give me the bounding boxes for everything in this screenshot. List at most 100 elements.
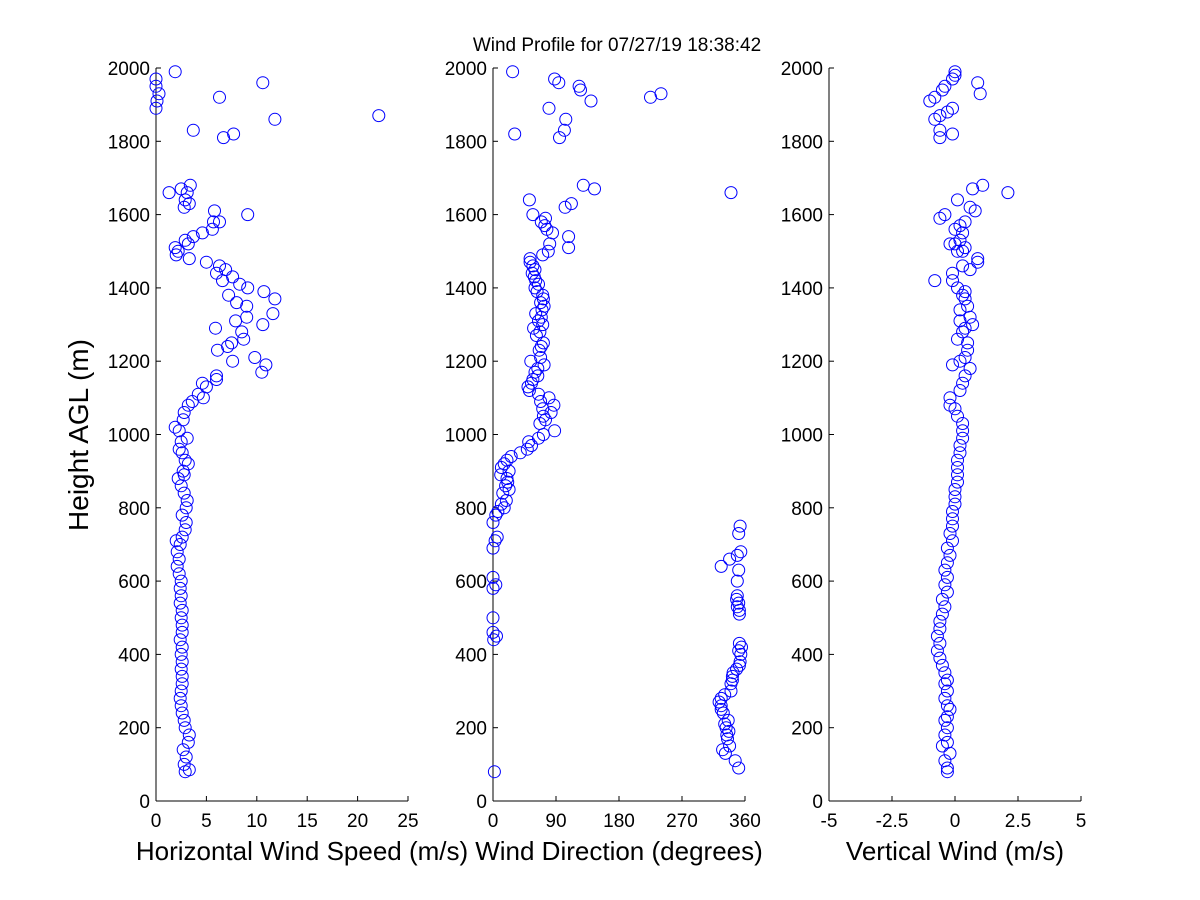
direction-y-tick-label: 0 [476, 792, 487, 813]
speed-data-point [181, 398, 195, 412]
speed-data-point [240, 299, 254, 313]
vertical-data-point [958, 369, 972, 383]
vertical-data-point [938, 691, 952, 705]
vertical-data-point [940, 699, 954, 713]
vertical-data-point [938, 600, 952, 614]
figure-title: Wind Profile for 07/27/19 18:38:42 [473, 35, 761, 56]
speed-data-point [176, 464, 190, 478]
vertical-data-point [938, 728, 952, 742]
direction-data-point [500, 453, 514, 467]
vertical-data-point [948, 497, 962, 511]
vertical-y-tick-label: 1600 [781, 206, 823, 227]
speed-data-point [180, 431, 194, 445]
direction-y-tick-label: 600 [455, 572, 487, 593]
vertical-data-point [943, 398, 957, 412]
direction-y-tick-label: 1600 [445, 206, 487, 227]
direction-data-point [529, 307, 543, 321]
speed-data-point [179, 750, 193, 764]
speed-data-point [213, 90, 226, 104]
vertical-data-point [940, 721, 954, 735]
vertical-data-point [1001, 186, 1015, 200]
direction-data-point [536, 318, 550, 332]
vertical-data-point [943, 237, 957, 251]
direction-data-point [531, 369, 545, 383]
speed-data-point [195, 376, 209, 390]
vertical-data-point [966, 182, 980, 196]
direction-data-point [732, 636, 746, 650]
vertical-data-point [938, 208, 952, 222]
direction-x-tick-label: 90 [545, 811, 566, 832]
speed-data-point [255, 365, 269, 379]
vertical-data-point [963, 362, 977, 375]
vertical-data-point [935, 83, 949, 97]
direction-y-tick-label: 1800 [445, 132, 487, 153]
direction-data-point [534, 395, 548, 408]
speed-data-point [266, 307, 280, 321]
speed-data-point [174, 684, 188, 698]
vertical-data-point [940, 735, 954, 749]
speed-data-point [149, 79, 163, 93]
vertical-data-point [956, 259, 970, 273]
direction-data-point [533, 325, 547, 339]
speed-x-tick-label: 5 [201, 811, 212, 832]
vertical-data-point [951, 468, 964, 482]
direction-data-point [728, 754, 742, 768]
direction-data-point [487, 765, 501, 779]
direction-data-point [548, 424, 562, 438]
direction-data-point [497, 457, 511, 471]
speed-data-point [182, 197, 196, 211]
vertical-data-point [953, 439, 967, 452]
speed-data-point [210, 369, 223, 383]
direction-data-point [730, 662, 744, 676]
direction-data-point [714, 559, 728, 573]
vertical-data-point [951, 475, 964, 489]
speed-x-tick-label: 0 [151, 811, 162, 832]
direction-data-point [558, 200, 572, 214]
speed-data-point [181, 735, 195, 749]
speed-data-point [233, 277, 247, 291]
direction-data-point [534, 351, 548, 364]
vertical-y-tick-label: 200 [791, 719, 823, 740]
vertical-x-tick-label: -5 [821, 811, 838, 832]
direction-y-tick-label: 1200 [445, 352, 487, 373]
speed-data-point [237, 332, 251, 346]
vertical-data-point [951, 453, 964, 467]
speed-data-point [175, 655, 189, 669]
direction-data-point [724, 684, 738, 698]
vertical-y-tick-label: 0 [812, 792, 823, 813]
direction-y-tick-label: 800 [455, 499, 487, 520]
direction-data-point [730, 574, 744, 588]
vertical-data-point [946, 512, 959, 526]
direction-x-axis-label: Wind Direction (degrees) [475, 836, 763, 866]
direction-data-point [734, 647, 748, 661]
speed-data-point [257, 285, 271, 299]
vertical-data-point [976, 178, 990, 192]
vertical-data-point [971, 255, 985, 269]
direction-data-point [506, 65, 520, 79]
direction-data-point [526, 259, 540, 273]
vertical-data-point [956, 288, 970, 302]
direction-data-point [716, 706, 730, 720]
direction-data-point [714, 702, 728, 716]
vertical-data-point [946, 266, 959, 280]
direction-data-point [487, 633, 501, 647]
speed-data-point [173, 633, 187, 647]
speed-data-point [221, 340, 235, 353]
speed-data-point [199, 380, 213, 394]
speed-data-point [177, 486, 191, 500]
speed-y-tick-label: 2000 [108, 59, 150, 80]
speed-data-point [175, 669, 189, 683]
speed-x-tick-label: 25 [397, 811, 418, 832]
speed-data-point [256, 76, 270, 90]
vertical-data-point [953, 384, 967, 397]
direction-data-point [644, 90, 657, 104]
direction-data-point [490, 530, 504, 544]
vertical-data-point [938, 677, 952, 691]
vertical-data-point [956, 424, 970, 438]
speed-data-point [172, 442, 186, 456]
speed-data-point [208, 204, 221, 218]
vertical-data-point [948, 483, 962, 496]
direction-data-point [486, 516, 500, 529]
speed-data-point [169, 248, 183, 262]
